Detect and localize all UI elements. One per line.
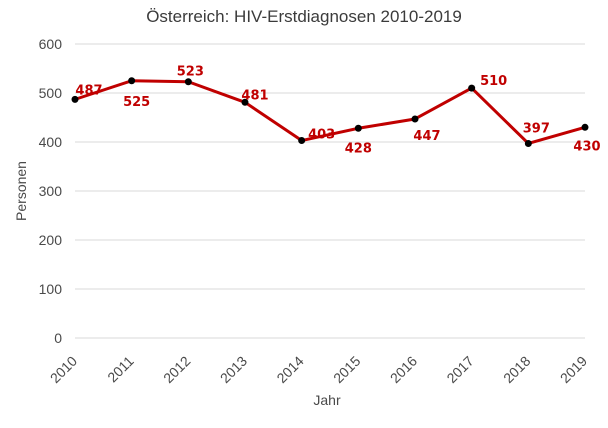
y-tick-label-500: 500 bbox=[39, 85, 63, 101]
x-tick-label-2018: 2018 bbox=[500, 353, 533, 386]
data-point-2014 bbox=[298, 137, 306, 145]
data-point-2010 bbox=[71, 95, 79, 103]
x-axis-ticks: 2010 2011 2012 2013 2014 2015 2016 2017 2018 2019 bbox=[47, 353, 590, 386]
data-label-2018: 397 bbox=[523, 121, 550, 136]
y-tick-label-300: 300 bbox=[39, 183, 63, 199]
data-point-2016 bbox=[411, 115, 419, 123]
y-axis-ticks: 0 100 200 300 400 500 600 bbox=[39, 36, 63, 346]
chart-title: Österreich: HIV-Erstdiagnosen 2010-2019 bbox=[146, 7, 462, 26]
y-tick-label-100: 100 bbox=[39, 281, 63, 297]
data-label-2017: 510 bbox=[480, 74, 507, 89]
data-label-2016: 447 bbox=[413, 129, 440, 144]
data-label-2019: 430 bbox=[573, 139, 600, 154]
data-point-2012 bbox=[184, 78, 192, 86]
y-tick-label-600: 600 bbox=[39, 36, 63, 52]
x-tick-label-2016: 2016 bbox=[387, 353, 420, 386]
x-tick-label-2019: 2019 bbox=[557, 353, 590, 386]
gridlines bbox=[75, 43, 585, 339]
x-tick-label-2011: 2011 bbox=[104, 353, 137, 386]
data-point-2011 bbox=[128, 77, 136, 85]
data-label-2013: 481 bbox=[241, 88, 268, 103]
y-tick-label-0: 0 bbox=[54, 330, 62, 346]
data-label-2012: 523 bbox=[177, 65, 204, 80]
y-tick-label-200: 200 bbox=[39, 232, 63, 248]
data-point-2013 bbox=[241, 98, 249, 106]
x-tick-label-2012: 2012 bbox=[160, 353, 193, 386]
x-tick-label-2015: 2015 bbox=[330, 353, 363, 386]
y-axis-title: Personen bbox=[13, 161, 29, 221]
data-point-2015 bbox=[354, 124, 362, 132]
x-axis-title: Jahr bbox=[313, 392, 341, 408]
x-tick-label-2010: 2010 bbox=[47, 353, 80, 386]
data-labels: 487 525 523 481 403 428 447 510 397 430 bbox=[75, 65, 600, 157]
data-point-2017 bbox=[468, 84, 476, 92]
data-label-2014: 403 bbox=[308, 128, 335, 143]
series-line bbox=[73, 79, 587, 145]
y-tick-label-400: 400 bbox=[39, 134, 63, 150]
data-label-2011: 525 bbox=[123, 95, 150, 110]
x-tick-label-2017: 2017 bbox=[443, 353, 476, 386]
data-point-2018 bbox=[524, 139, 532, 147]
data-point-2019 bbox=[581, 123, 589, 131]
data-label-2015: 428 bbox=[345, 141, 372, 156]
data-points bbox=[71, 77, 589, 147]
x-tick-label-2014: 2014 bbox=[273, 353, 306, 386]
data-label-2010: 487 bbox=[75, 83, 102, 98]
x-tick-label-2013: 2013 bbox=[217, 353, 250, 386]
